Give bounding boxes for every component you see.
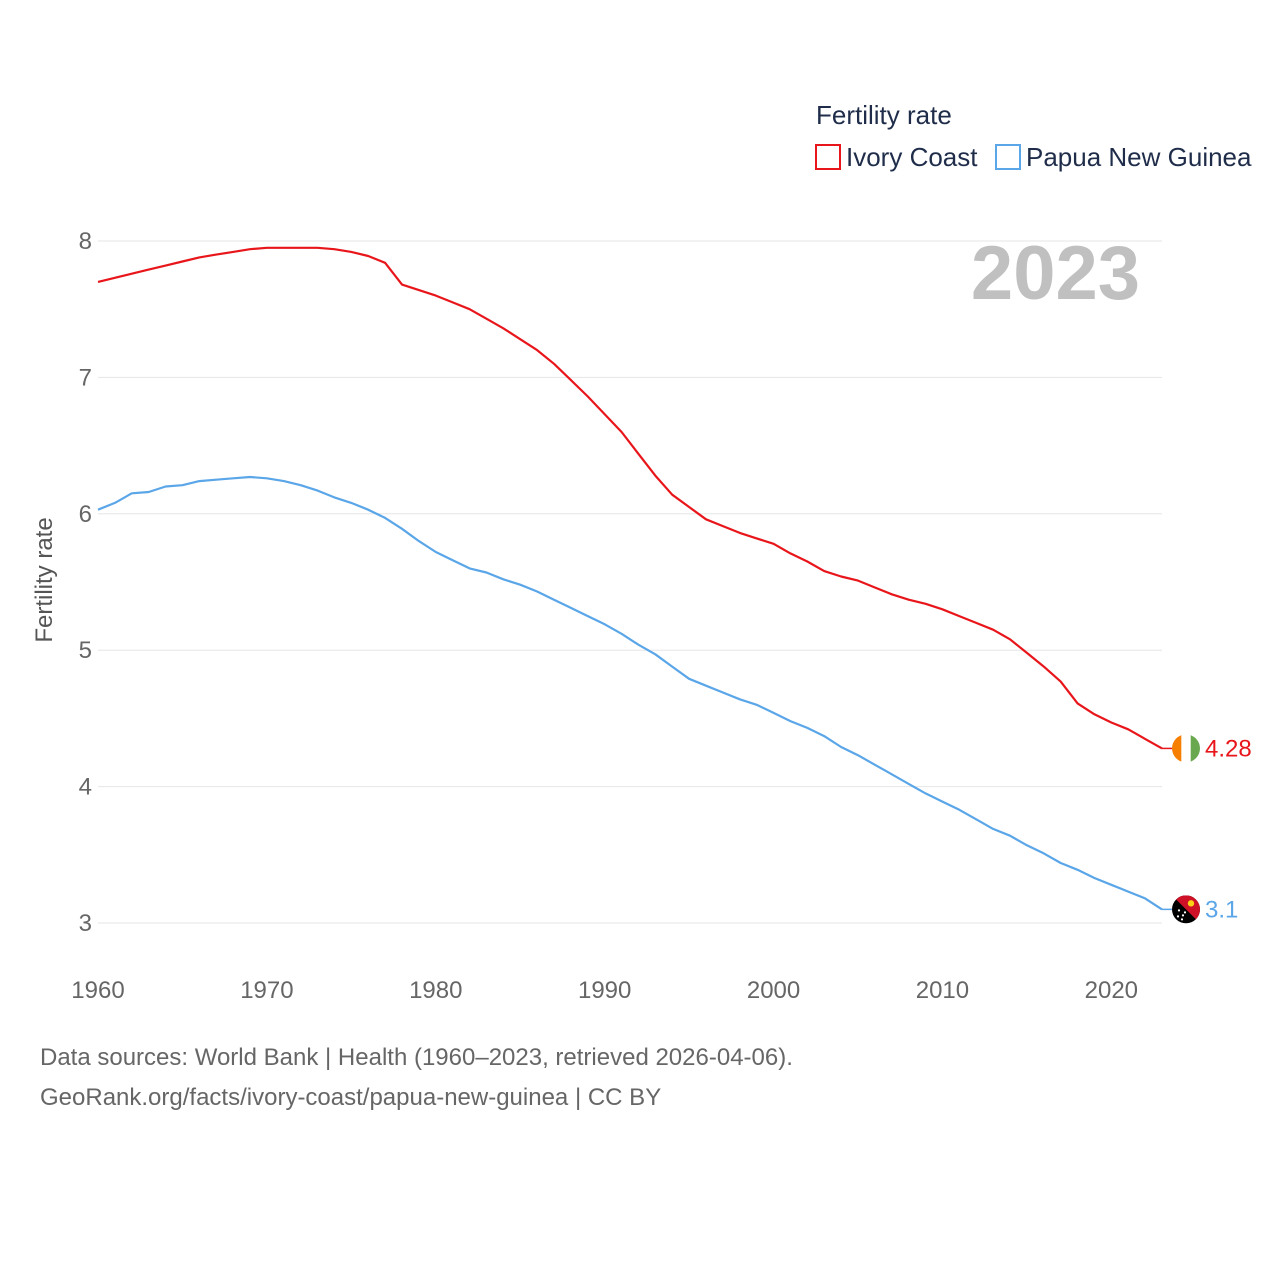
end-value-papua-new-guinea: 3.1 <box>1205 896 1238 923</box>
legend-title: Fertility rate <box>816 100 952 130</box>
x-tick-label-1960: 1960 <box>71 977 124 1004</box>
ivory-coast-flag-icon <box>1172 734 1200 763</box>
legend-swatch-papua-new-guinea[interactable] <box>995 144 1021 170</box>
x-axis-ticks: 1960 1970 1980 1990 2000 2010 2020 <box>71 977 1138 1004</box>
y-tick-label-6: 6 <box>79 501 92 528</box>
papua-new-guinea-flag-icon <box>1172 895 1200 924</box>
y-tick-label-7: 7 <box>79 364 92 391</box>
grid-lines <box>98 240 1162 924</box>
x-tick-label-1990: 1990 <box>578 977 631 1004</box>
end-markers: 4.28 3.1 <box>1162 734 1252 924</box>
credit-text[interactable]: GeoRank.org/facts/ivory-coast/papua-new-… <box>40 1084 662 1111</box>
y-tick-label-3: 3 <box>79 910 92 937</box>
x-tick-label-1980: 1980 <box>409 977 462 1004</box>
legend-label-papua-new-guinea[interactable]: Papua New Guinea <box>1026 142 1252 172</box>
legend-label-ivory-coast[interactable]: Ivory Coast <box>846 142 978 172</box>
y-axis-ticks: 3 4 5 6 7 8 <box>79 228 92 937</box>
x-tick-label-2020: 2020 <box>1085 977 1138 1004</box>
legend-swatch-ivory-coast[interactable] <box>815 144 841 170</box>
x-tick-label-2010: 2010 <box>916 977 969 1004</box>
series-line-papua-new-guinea[interactable] <box>97 475 1163 911</box>
x-tick-label-2000: 2000 <box>747 977 800 1004</box>
end-value-ivory-coast: 4.28 <box>1205 735 1252 762</box>
series-lines <box>97 246 1163 911</box>
y-axis-title: Fertility rate <box>31 517 58 642</box>
year-watermark: 2023 <box>971 231 1140 316</box>
y-tick-label-8: 8 <box>79 228 92 255</box>
series-line-ivory-coast[interactable] <box>97 246 1163 750</box>
y-tick-label-4: 4 <box>79 774 92 801</box>
data-source-text: Data sources: World Bank | Health (1960–… <box>40 1044 793 1071</box>
x-tick-label-1970: 1970 <box>240 977 293 1004</box>
y-tick-label-5: 5 <box>79 637 92 664</box>
legend: Fertility rate Ivory Coast Papua New Gui… <box>815 100 1252 172</box>
